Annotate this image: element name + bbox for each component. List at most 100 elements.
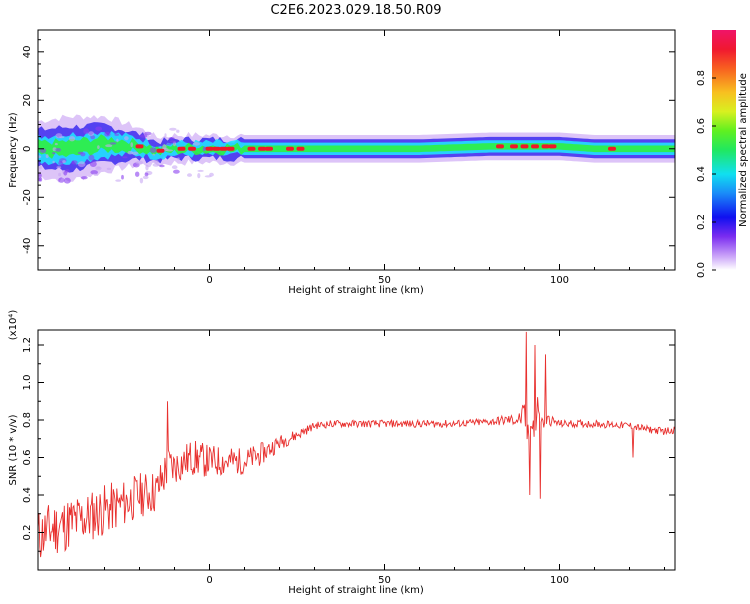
noise-blob	[58, 160, 64, 166]
ridge-peak	[531, 144, 539, 149]
noise-blob	[52, 152, 56, 155]
noise-blob	[176, 129, 180, 133]
noise-blob	[95, 126, 103, 131]
noise-blob	[96, 166, 101, 169]
noise-blob	[171, 165, 178, 170]
noise-blob	[152, 159, 159, 164]
noise-blob	[83, 128, 90, 135]
noise-blob	[55, 148, 61, 152]
noise-blob	[93, 173, 98, 176]
x-tick-label: 50	[378, 575, 391, 586]
noise-blob	[54, 143, 58, 146]
ridge-peak	[286, 146, 294, 151]
noise-blob	[88, 154, 95, 161]
noise-blob	[58, 136, 65, 139]
ridge-peak	[496, 144, 504, 149]
snr-frame	[37, 329, 676, 571]
spectrogram-frame	[37, 29, 676, 271]
noise-blob	[130, 142, 133, 148]
y-tick-label: 1.0	[22, 375, 33, 391]
noise-blob	[202, 146, 206, 152]
colorbar-tick-label: 0.2	[696, 214, 707, 230]
noise-blob	[139, 177, 144, 184]
ridge-inner	[38, 134, 675, 159]
noise-blob	[97, 145, 100, 150]
ridge-peak	[212, 146, 221, 151]
y-tick-label: -40	[22, 238, 33, 254]
noise-blob	[52, 160, 55, 164]
snr-series-line	[38, 331, 675, 558]
colorbar-ticks: 0.0 0.2 0.4 0.6 0.8	[696, 70, 716, 278]
ridge-peak	[548, 144, 557, 149]
y-tick-label: 0.6	[22, 450, 33, 466]
noise-blob	[56, 166, 62, 169]
spectrogram-panel: 0 50 100 40 20 0 -20 -40 Height of straight lin…	[8, 29, 676, 296]
noise-blob	[152, 163, 160, 167]
snr-multiplier: (x10⁴)	[8, 310, 19, 341]
noise-blob	[109, 142, 117, 145]
ridge-peak	[156, 148, 165, 153]
colorbar-gradient	[712, 30, 736, 270]
noise-blob	[169, 127, 177, 131]
spectrogram-ticks: 0 50 100 40 20 0 -20 -40	[22, 30, 675, 286]
noise-blob	[114, 133, 119, 136]
spectrogram-heatmap	[38, 114, 675, 184]
noise-blob	[105, 144, 113, 148]
ridge-peak	[188, 146, 196, 151]
y-tick-label: 0.4	[22, 487, 33, 503]
colorbar: 0.0 0.2 0.4 0.6 0.8 Normalized spectral ampl…	[696, 30, 749, 278]
noise-blob	[121, 174, 124, 180]
noise-blob	[58, 177, 65, 183]
y-tick-label: 0	[22, 146, 33, 152]
noise-blob	[116, 138, 119, 143]
x-tick-label: 100	[550, 275, 569, 286]
noise-blob	[197, 173, 201, 179]
noise-blob	[127, 150, 134, 155]
noise-blob	[40, 148, 47, 154]
noise-blob	[131, 151, 139, 155]
noise-blob	[80, 152, 86, 157]
noise-blob	[106, 167, 112, 170]
noise-blob	[187, 173, 192, 177]
noise-blob	[173, 169, 180, 174]
ridge-peak	[219, 146, 228, 151]
noise-blob	[88, 131, 95, 137]
noise-blob	[139, 134, 148, 138]
noise-blob	[144, 172, 149, 177]
noise-blob	[38, 155, 42, 159]
snr-ticks: 0 50 100 0.2 0.4 0.6 0.8 1.0 1.2	[22, 330, 675, 586]
snr-ylabel: SNR (10 * v/v)	[8, 414, 19, 485]
noise-blob	[104, 131, 111, 137]
ridge-peak	[226, 146, 235, 151]
noise-blob	[39, 166, 42, 170]
y-tick-label: 0.2	[22, 525, 33, 541]
x-tick-label: 0	[206, 575, 212, 586]
y-tick-label: 0.8	[22, 412, 33, 428]
noise-blob	[204, 175, 212, 178]
noise-blob	[115, 179, 122, 182]
ridge-peak	[265, 146, 273, 151]
ridge-peak	[177, 146, 186, 151]
noise-blob	[166, 143, 172, 146]
ridge-peak	[258, 146, 266, 151]
noise-blob	[58, 172, 62, 177]
y-tick-label: 1.2	[22, 337, 33, 353]
noise-blob	[177, 157, 180, 161]
snr-panel: 0 50 100 0.2 0.4 0.6 0.8 1.0 1.2 Height of strai…	[8, 310, 676, 596]
noise-blob	[142, 175, 149, 180]
noise-blob	[197, 169, 204, 172]
noise-blob	[124, 136, 129, 141]
y-tick-label: 40	[22, 45, 33, 58]
noise-blob	[192, 142, 201, 146]
ridge-peak	[135, 144, 144, 149]
ridge-peak	[247, 146, 256, 151]
noise-blob	[152, 153, 155, 156]
spectrogram-xlabel: Height of straight line (km)	[288, 285, 424, 296]
noise-blob	[162, 144, 167, 150]
ridge-peak	[296, 146, 305, 151]
noise-blob	[159, 164, 165, 168]
ridge-peak	[510, 144, 518, 149]
noise-blob	[145, 164, 149, 171]
